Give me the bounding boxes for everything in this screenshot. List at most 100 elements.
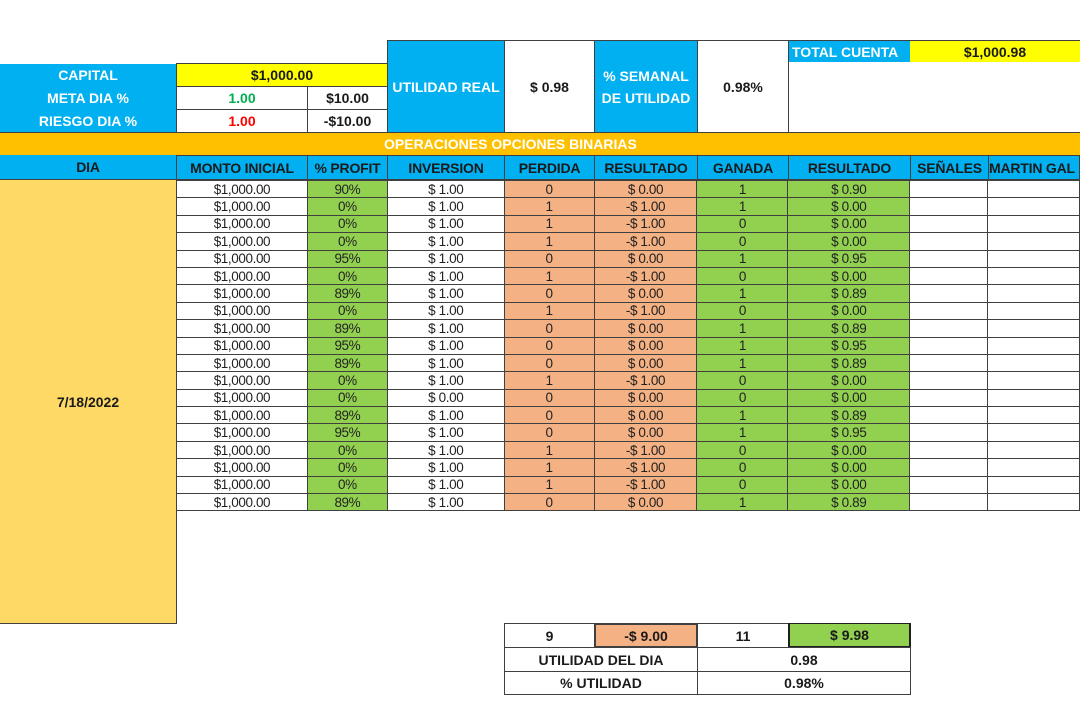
monto-inicial-cell[interactable]: $1,000.00 bbox=[176, 284, 308, 303]
inversion-cell[interactable]: $ 1.00 bbox=[386, 197, 505, 216]
ganada-cell[interactable]: 0 bbox=[696, 214, 789, 234]
perdida-cell[interactable]: 1 bbox=[503, 458, 595, 477]
senales-cell[interactable] bbox=[909, 388, 989, 408]
martin-gal-cell[interactable] bbox=[987, 214, 1080, 234]
resultado-ganada-cell[interactable]: $ 0.95 bbox=[787, 423, 911, 442]
pct-utilidad-value[interactable]: 0.98% bbox=[697, 671, 911, 695]
monto-inicial-cell[interactable]: $1,000.00 bbox=[176, 371, 308, 390]
ganada-cell[interactable]: 1 bbox=[696, 179, 789, 199]
resultado-ganada-cell[interactable]: $ 0.89 bbox=[787, 406, 911, 425]
perdida-cell[interactable]: 1 bbox=[503, 440, 595, 460]
martin-gal-cell[interactable] bbox=[987, 232, 1080, 251]
monto-inicial-cell[interactable]: $1,000.00 bbox=[176, 440, 308, 460]
monto-inicial-cell[interactable]: $1,000.00 bbox=[176, 475, 308, 495]
senales-cell[interactable] bbox=[909, 197, 989, 216]
senales-cell[interactable] bbox=[909, 423, 989, 442]
perdida-cell[interactable]: 1 bbox=[503, 371, 595, 390]
utilidad-dia-value[interactable]: 0.98 bbox=[697, 647, 911, 672]
profit-cell[interactable]: 95% bbox=[306, 249, 388, 268]
ganada-cell[interactable]: 1 bbox=[696, 406, 789, 425]
monto-inicial-cell[interactable]: $1,000.00 bbox=[176, 301, 308, 321]
resultado-perdida-cell[interactable]: -$ 1.00 bbox=[593, 458, 698, 477]
martin-gal-cell[interactable] bbox=[987, 475, 1080, 495]
resultado-ganada-cell[interactable]: $ 0.95 bbox=[787, 249, 911, 268]
inversion-cell[interactable]: $ 1.00 bbox=[386, 336, 505, 355]
resultado-perdida-cell[interactable]: -$ 1.00 bbox=[593, 371, 698, 390]
senales-cell[interactable] bbox=[909, 475, 989, 495]
profit-cell[interactable]: 0% bbox=[306, 440, 388, 460]
senales-cell[interactable] bbox=[909, 266, 989, 286]
perdida-cell[interactable]: 1 bbox=[503, 301, 595, 321]
profit-cell[interactable]: 0% bbox=[306, 266, 388, 286]
senales-cell[interactable] bbox=[909, 406, 989, 425]
senales-cell[interactable] bbox=[909, 458, 989, 477]
martin-gal-cell[interactable] bbox=[987, 423, 1080, 442]
monto-inicial-cell[interactable]: $1,000.00 bbox=[176, 458, 308, 477]
inversion-cell[interactable]: $ 1.00 bbox=[386, 353, 505, 373]
resultado-ganada-cell[interactable]: $ 0.90 bbox=[787, 179, 911, 199]
inversion-cell[interactable]: $ 1.00 bbox=[386, 319, 505, 338]
col-header-inversion[interactable]: INVERSION bbox=[387, 155, 505, 180]
monto-inicial-cell[interactable]: $1,000.00 bbox=[176, 214, 308, 234]
resultado-ganada-cell[interactable]: $ 0.89 bbox=[787, 319, 911, 338]
semanal-utilidad-value[interactable]: 0.98% bbox=[697, 40, 789, 133]
profit-cell[interactable]: 0% bbox=[306, 475, 388, 495]
resultado-perdida-cell[interactable]: -$ 1.00 bbox=[593, 266, 698, 286]
martin-gal-cell[interactable] bbox=[987, 388, 1080, 408]
capital-value-cell[interactable]: $1,000.00 bbox=[176, 63, 388, 87]
perdida-cell[interactable]: 0 bbox=[503, 493, 595, 512]
profit-cell[interactable]: 0% bbox=[306, 388, 388, 408]
martin-gal-cell[interactable] bbox=[987, 353, 1080, 373]
resultado-ganada-cell[interactable]: $ 0.00 bbox=[787, 440, 911, 460]
resultado-ganada-cell[interactable]: $ 0.00 bbox=[787, 388, 911, 408]
resultado-perdida-cell[interactable]: $ 0.00 bbox=[593, 353, 698, 373]
inversion-cell[interactable]: $ 1.00 bbox=[386, 493, 505, 512]
profit-cell[interactable]: 89% bbox=[306, 284, 388, 303]
perdida-cell[interactable]: 0 bbox=[503, 388, 595, 408]
resultado-perdida-cell[interactable]: $ 0.00 bbox=[593, 336, 698, 355]
senales-cell[interactable] bbox=[909, 301, 989, 321]
resultado-ganada-cell[interactable]: $ 0.00 bbox=[787, 301, 911, 321]
profit-cell[interactable]: 95% bbox=[306, 336, 388, 355]
perdida-cell[interactable]: 1 bbox=[503, 266, 595, 286]
col-header-perdida[interactable]: PERDIDA bbox=[504, 155, 595, 180]
monto-inicial-cell[interactable]: $1,000.00 bbox=[176, 406, 308, 425]
senales-cell[interactable] bbox=[909, 336, 989, 355]
martin-gal-cell[interactable] bbox=[987, 249, 1080, 268]
ganada-cell[interactable]: 1 bbox=[696, 284, 789, 303]
resultado-ganada-cell[interactable]: $ 0.00 bbox=[787, 475, 911, 495]
day-cell[interactable]: 7/18/2022 bbox=[0, 180, 177, 624]
senales-cell[interactable] bbox=[909, 319, 989, 338]
resultado-ganada-cell[interactable]: $ 0.89 bbox=[787, 284, 911, 303]
senales-cell[interactable] bbox=[909, 371, 989, 390]
martin-gal-cell[interactable] bbox=[987, 336, 1080, 355]
profit-cell[interactable]: 0% bbox=[306, 458, 388, 477]
inversion-cell[interactable]: $ 1.00 bbox=[386, 475, 505, 495]
monto-inicial-cell[interactable]: $1,000.00 bbox=[176, 319, 308, 338]
profit-cell[interactable]: 95% bbox=[306, 423, 388, 442]
senales-cell[interactable] bbox=[909, 284, 989, 303]
ganada-cell[interactable]: 0 bbox=[696, 266, 789, 286]
resultado-ganada-cell[interactable]: $ 0.89 bbox=[787, 353, 911, 373]
ganada-cell[interactable]: 1 bbox=[696, 353, 789, 373]
senales-cell[interactable] bbox=[909, 249, 989, 268]
resultado-perdida-cell[interactable]: -$ 1.00 bbox=[593, 475, 698, 495]
profit-cell[interactable]: 89% bbox=[306, 319, 388, 338]
profit-cell[interactable]: 90% bbox=[306, 179, 388, 199]
perdida-cell[interactable]: 1 bbox=[503, 475, 595, 495]
senales-cell[interactable] bbox=[909, 440, 989, 460]
col-header-dia[interactable]: DIA bbox=[0, 155, 177, 180]
profit-cell[interactable]: 89% bbox=[306, 353, 388, 373]
ganada-cell[interactable]: 0 bbox=[696, 388, 789, 408]
monto-inicial-cell[interactable]: $1,000.00 bbox=[176, 493, 308, 512]
inversion-cell[interactable]: $ 1.00 bbox=[386, 423, 505, 442]
martin-gal-cell[interactable] bbox=[987, 266, 1080, 286]
monto-inicial-cell[interactable]: $1,000.00 bbox=[176, 423, 308, 442]
senales-cell[interactable] bbox=[909, 179, 989, 199]
resultado-perdida-cell[interactable]: $ 0.00 bbox=[593, 179, 698, 199]
resultado-ganada-cell[interactable]: $ 0.00 bbox=[787, 232, 911, 251]
resultado-perdida-cell[interactable]: -$ 1.00 bbox=[593, 440, 698, 460]
martin-gal-cell[interactable] bbox=[987, 371, 1080, 390]
profit-cell[interactable]: 0% bbox=[306, 371, 388, 390]
monto-inicial-cell[interactable]: $1,000.00 bbox=[176, 266, 308, 286]
